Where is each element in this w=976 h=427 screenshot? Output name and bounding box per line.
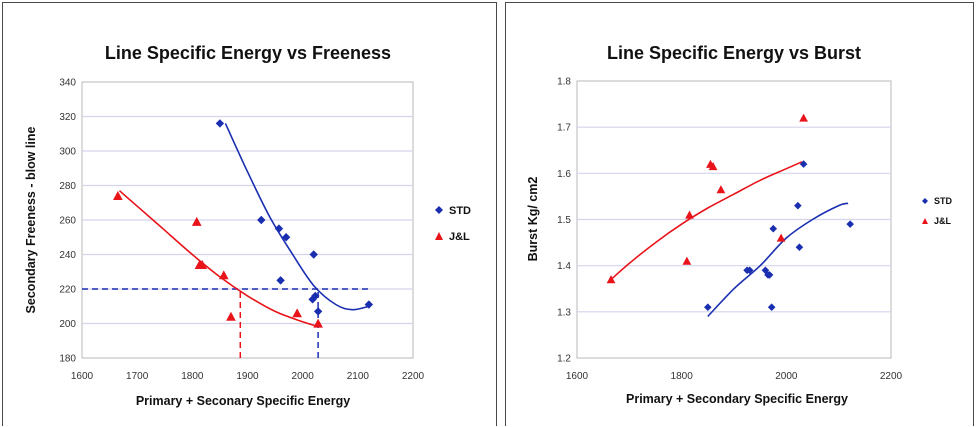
x-tick-label: 2200 (402, 371, 425, 382)
y-tick-label: 340 (59, 78, 76, 89)
x-tick-label: 1800 (181, 371, 204, 382)
trendline-jl (118, 190, 320, 328)
chart-freeness-svg: 1600 1700 1800 1900 2000 2100 2200 180 200 220 24… (24, 43, 471, 408)
trendline-jl (610, 161, 803, 281)
x-tick-label: 1900 (236, 371, 259, 382)
y-tick-label: 1.2 (557, 354, 571, 365)
data-point-jl (685, 210, 694, 219)
data-point-std (313, 307, 323, 316)
data-point-jl (197, 260, 208, 269)
data-point-jl (606, 275, 616, 284)
legend-label-std: STD (934, 196, 953, 206)
data-point-jl (776, 233, 786, 242)
data-point-jl (113, 191, 123, 200)
y-tick-label: 240 (59, 250, 76, 261)
data-point-std (704, 303, 712, 312)
chart-panel-burst: 1600 1800 2000 2200 1.2 1.3 1.4 1.5 1.6 1.7 1.8 L… (505, 2, 974, 426)
y-tick-label: 200 (59, 319, 76, 330)
y-tick-label: 1.8 (557, 77, 571, 88)
x-tick-label: 1800 (671, 371, 694, 382)
x-tick-label: 2000 (292, 371, 315, 382)
data-point-std (364, 300, 374, 309)
data-point-std (309, 250, 318, 259)
data-point-std (276, 276, 285, 285)
data-point-jl (682, 256, 692, 265)
data-point-std (795, 243, 804, 251)
y-axis-label: Secondary Freeness - blow line (24, 127, 38, 314)
y-tick-label: 1.7 (557, 123, 571, 134)
chart-title: Line Specific Energy vs Burst (607, 43, 861, 63)
chart-panel-freeness: 1600 1700 1800 1900 2000 2100 2200 180 200 220 24… (2, 2, 497, 426)
data-point-std (257, 215, 266, 225)
x-tick-label: 1700 (126, 371, 149, 382)
legend-label-jl: J&L (449, 231, 470, 243)
y-tick-label: 260 (59, 216, 76, 227)
data-point-std (794, 201, 802, 210)
legend-marker-std (922, 198, 928, 204)
data-point-jl (191, 216, 202, 226)
data-point-std (765, 271, 774, 279)
legend-marker-jl (922, 218, 928, 224)
data-point-std (274, 224, 284, 233)
legend-marker-jl (435, 232, 443, 240)
x-tick-label: 1600 (566, 371, 589, 382)
y-tick-label: 1.5 (557, 215, 571, 226)
data-point-jl (218, 270, 229, 280)
trendline-std (224, 123, 370, 311)
y-tick-label: 1.3 (557, 307, 571, 318)
y-tick-label: 180 (59, 354, 76, 365)
data-point-std (799, 160, 808, 168)
legend-label-jl: J&L (934, 216, 952, 226)
legend: STD J&L (922, 196, 953, 226)
y-tick-label: 300 (59, 147, 76, 158)
legend-label-std: STD (449, 205, 471, 217)
x-axis-label: Primary + Seconary Specific Energy (136, 394, 350, 408)
legend: STD J&L (435, 205, 471, 243)
x-tick-label: 2200 (880, 371, 903, 382)
chart-burst-svg: 1600 1800 2000 2200 1.2 1.3 1.4 1.5 1.6 1.7 1.8 L… (526, 43, 953, 406)
data-point-std (745, 266, 754, 275)
x-axis-label: Primary + Secondary Specific Energy (626, 392, 848, 406)
data-point-jl (292, 308, 302, 318)
data-point-jl (226, 311, 236, 321)
x-tick-label: 2100 (347, 371, 370, 382)
y-tick-label: 280 (59, 181, 76, 192)
data-point-jl (708, 162, 718, 171)
data-point-std (846, 220, 854, 228)
data-point-std (767, 303, 776, 312)
data-point-jl (799, 113, 808, 122)
data-point-std (281, 233, 291, 242)
x-tick-label: 2000 (775, 371, 798, 382)
y-tick-label: 220 (59, 285, 76, 296)
y-axis-label: Burst Kg/ cm2 (526, 177, 540, 262)
y-tick-label: 1.4 (557, 261, 571, 272)
y-tick-label: 320 (59, 112, 76, 123)
chart-title: Line Specific Energy vs Freeness (105, 43, 391, 63)
trendline-std (707, 202, 849, 317)
y-tick-label: 1.6 (557, 169, 571, 180)
data-point-jl (313, 318, 323, 328)
data-point-std (215, 119, 225, 128)
legend-marker-std (435, 206, 443, 214)
data-point-jl (716, 185, 726, 194)
x-tick-label: 1600 (71, 371, 94, 382)
data-point-std (311, 291, 320, 301)
